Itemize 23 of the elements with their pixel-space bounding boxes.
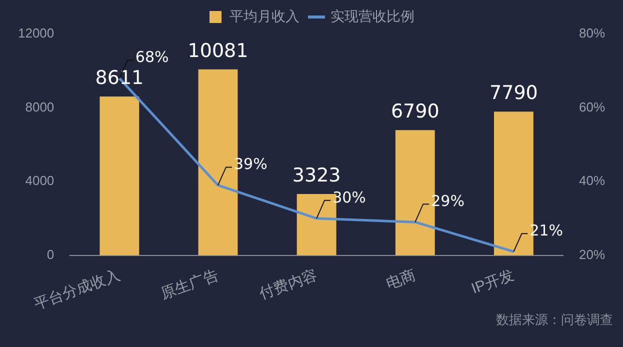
y2-tick-label: 20% xyxy=(578,246,606,262)
y2-tick-label: 80% xyxy=(578,26,606,41)
y-tick-label: 12000 xyxy=(18,26,54,41)
y-tick-label: 0 xyxy=(46,246,54,262)
x-tick-label: IP开发 xyxy=(469,266,516,298)
x-tick-label: 平台分成收入 xyxy=(32,266,122,314)
legend-label: 实现营收比例 xyxy=(330,8,414,24)
bar xyxy=(100,96,140,256)
data-label: 10081 xyxy=(188,40,248,62)
y2-tick-label: 60% xyxy=(578,99,606,114)
source-note: 数据来源：问卷调查 xyxy=(496,312,613,329)
x-tick-label: 付费内容 xyxy=(256,266,320,304)
data-label: 3323 xyxy=(292,164,341,186)
y2-tick-label: 40% xyxy=(578,173,606,188)
data-label: 68% xyxy=(135,48,169,66)
y-tick-label: 4000 xyxy=(25,173,54,188)
x-tick-label: 原生广告 xyxy=(158,266,221,303)
x-tick-label: 电商 xyxy=(384,266,418,293)
y-tick-label: 8000 xyxy=(25,99,54,114)
data-label: 6790 xyxy=(390,100,440,123)
data-label: 8611 xyxy=(95,66,144,89)
data-label: 7790 xyxy=(490,82,538,104)
legend-label: 平均月收入 xyxy=(230,8,300,24)
